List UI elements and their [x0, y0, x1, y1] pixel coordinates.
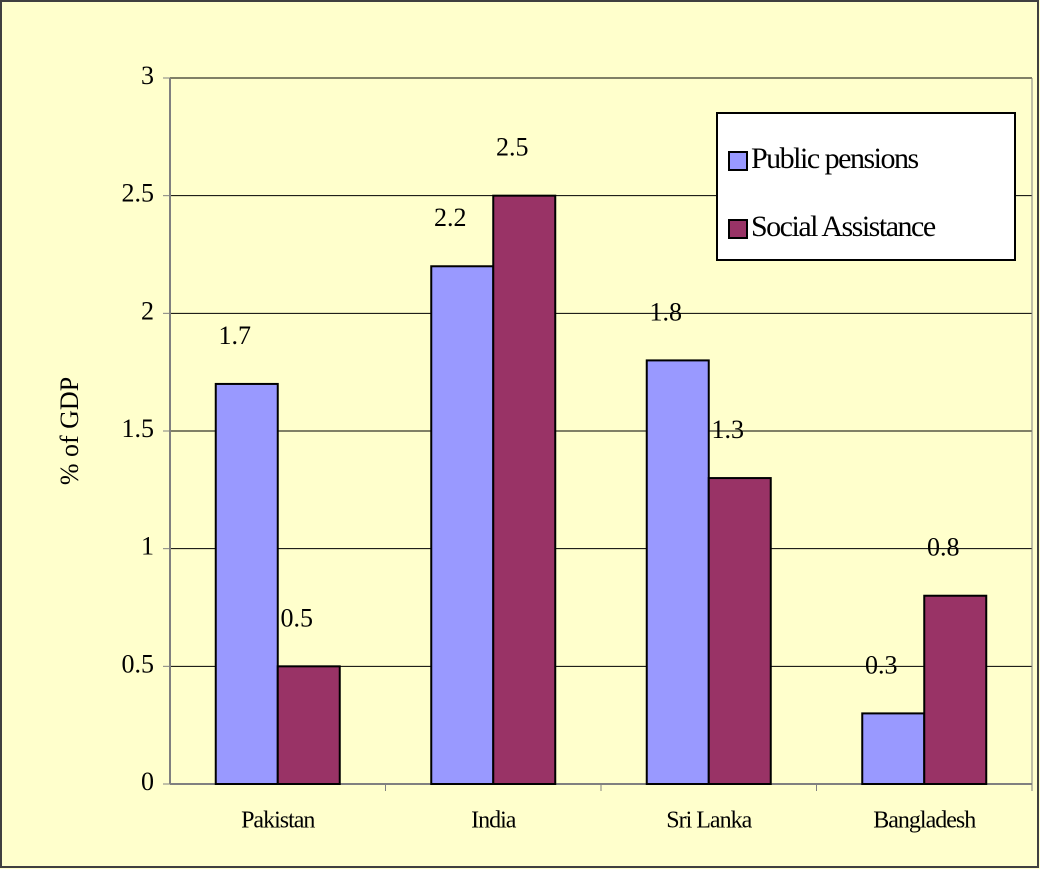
x-tick-label: Bangladesh: [873, 808, 976, 834]
y-tick-label: 2: [141, 296, 154, 325]
y-tick-label: 2.5: [122, 179, 155, 208]
legend-swatch: [728, 219, 748, 239]
y-axis-label: % of GDP: [55, 377, 84, 485]
value-label: 0.5: [281, 603, 314, 632]
bar: [861, 712, 926, 786]
x-tick-label: India: [471, 808, 517, 834]
value-label: 0.8: [927, 533, 960, 562]
y-tick-label: 1: [141, 532, 154, 561]
x-tick-label: Pakistan: [241, 808, 315, 834]
bar: [214, 382, 279, 785]
legend-swatch: [728, 151, 748, 171]
value-label: 1.8: [650, 297, 683, 326]
bar: [492, 194, 557, 785]
bar: [430, 265, 495, 785]
value-label: 2.2: [434, 203, 467, 232]
y-tick-label: 0.5: [122, 649, 155, 678]
value-label: 2.5: [496, 133, 529, 162]
value-label: 1.7: [219, 321, 252, 350]
legend-box: [716, 112, 1016, 261]
value-label: 1.3: [712, 415, 745, 444]
value-label: 0.3: [865, 650, 898, 679]
y-tick-label: 0: [141, 767, 154, 796]
bar: [923, 594, 988, 785]
legend-label: Social Assistance: [751, 210, 936, 243]
y-tick-label: 1.5: [122, 414, 155, 443]
x-tick-label: Sri Lanka: [666, 808, 752, 834]
y-tick-label: 3: [141, 61, 154, 90]
bar: [707, 477, 772, 785]
bar: [645, 359, 710, 785]
legend-label: Public pensions: [751, 142, 918, 175]
bar: [276, 665, 341, 785]
